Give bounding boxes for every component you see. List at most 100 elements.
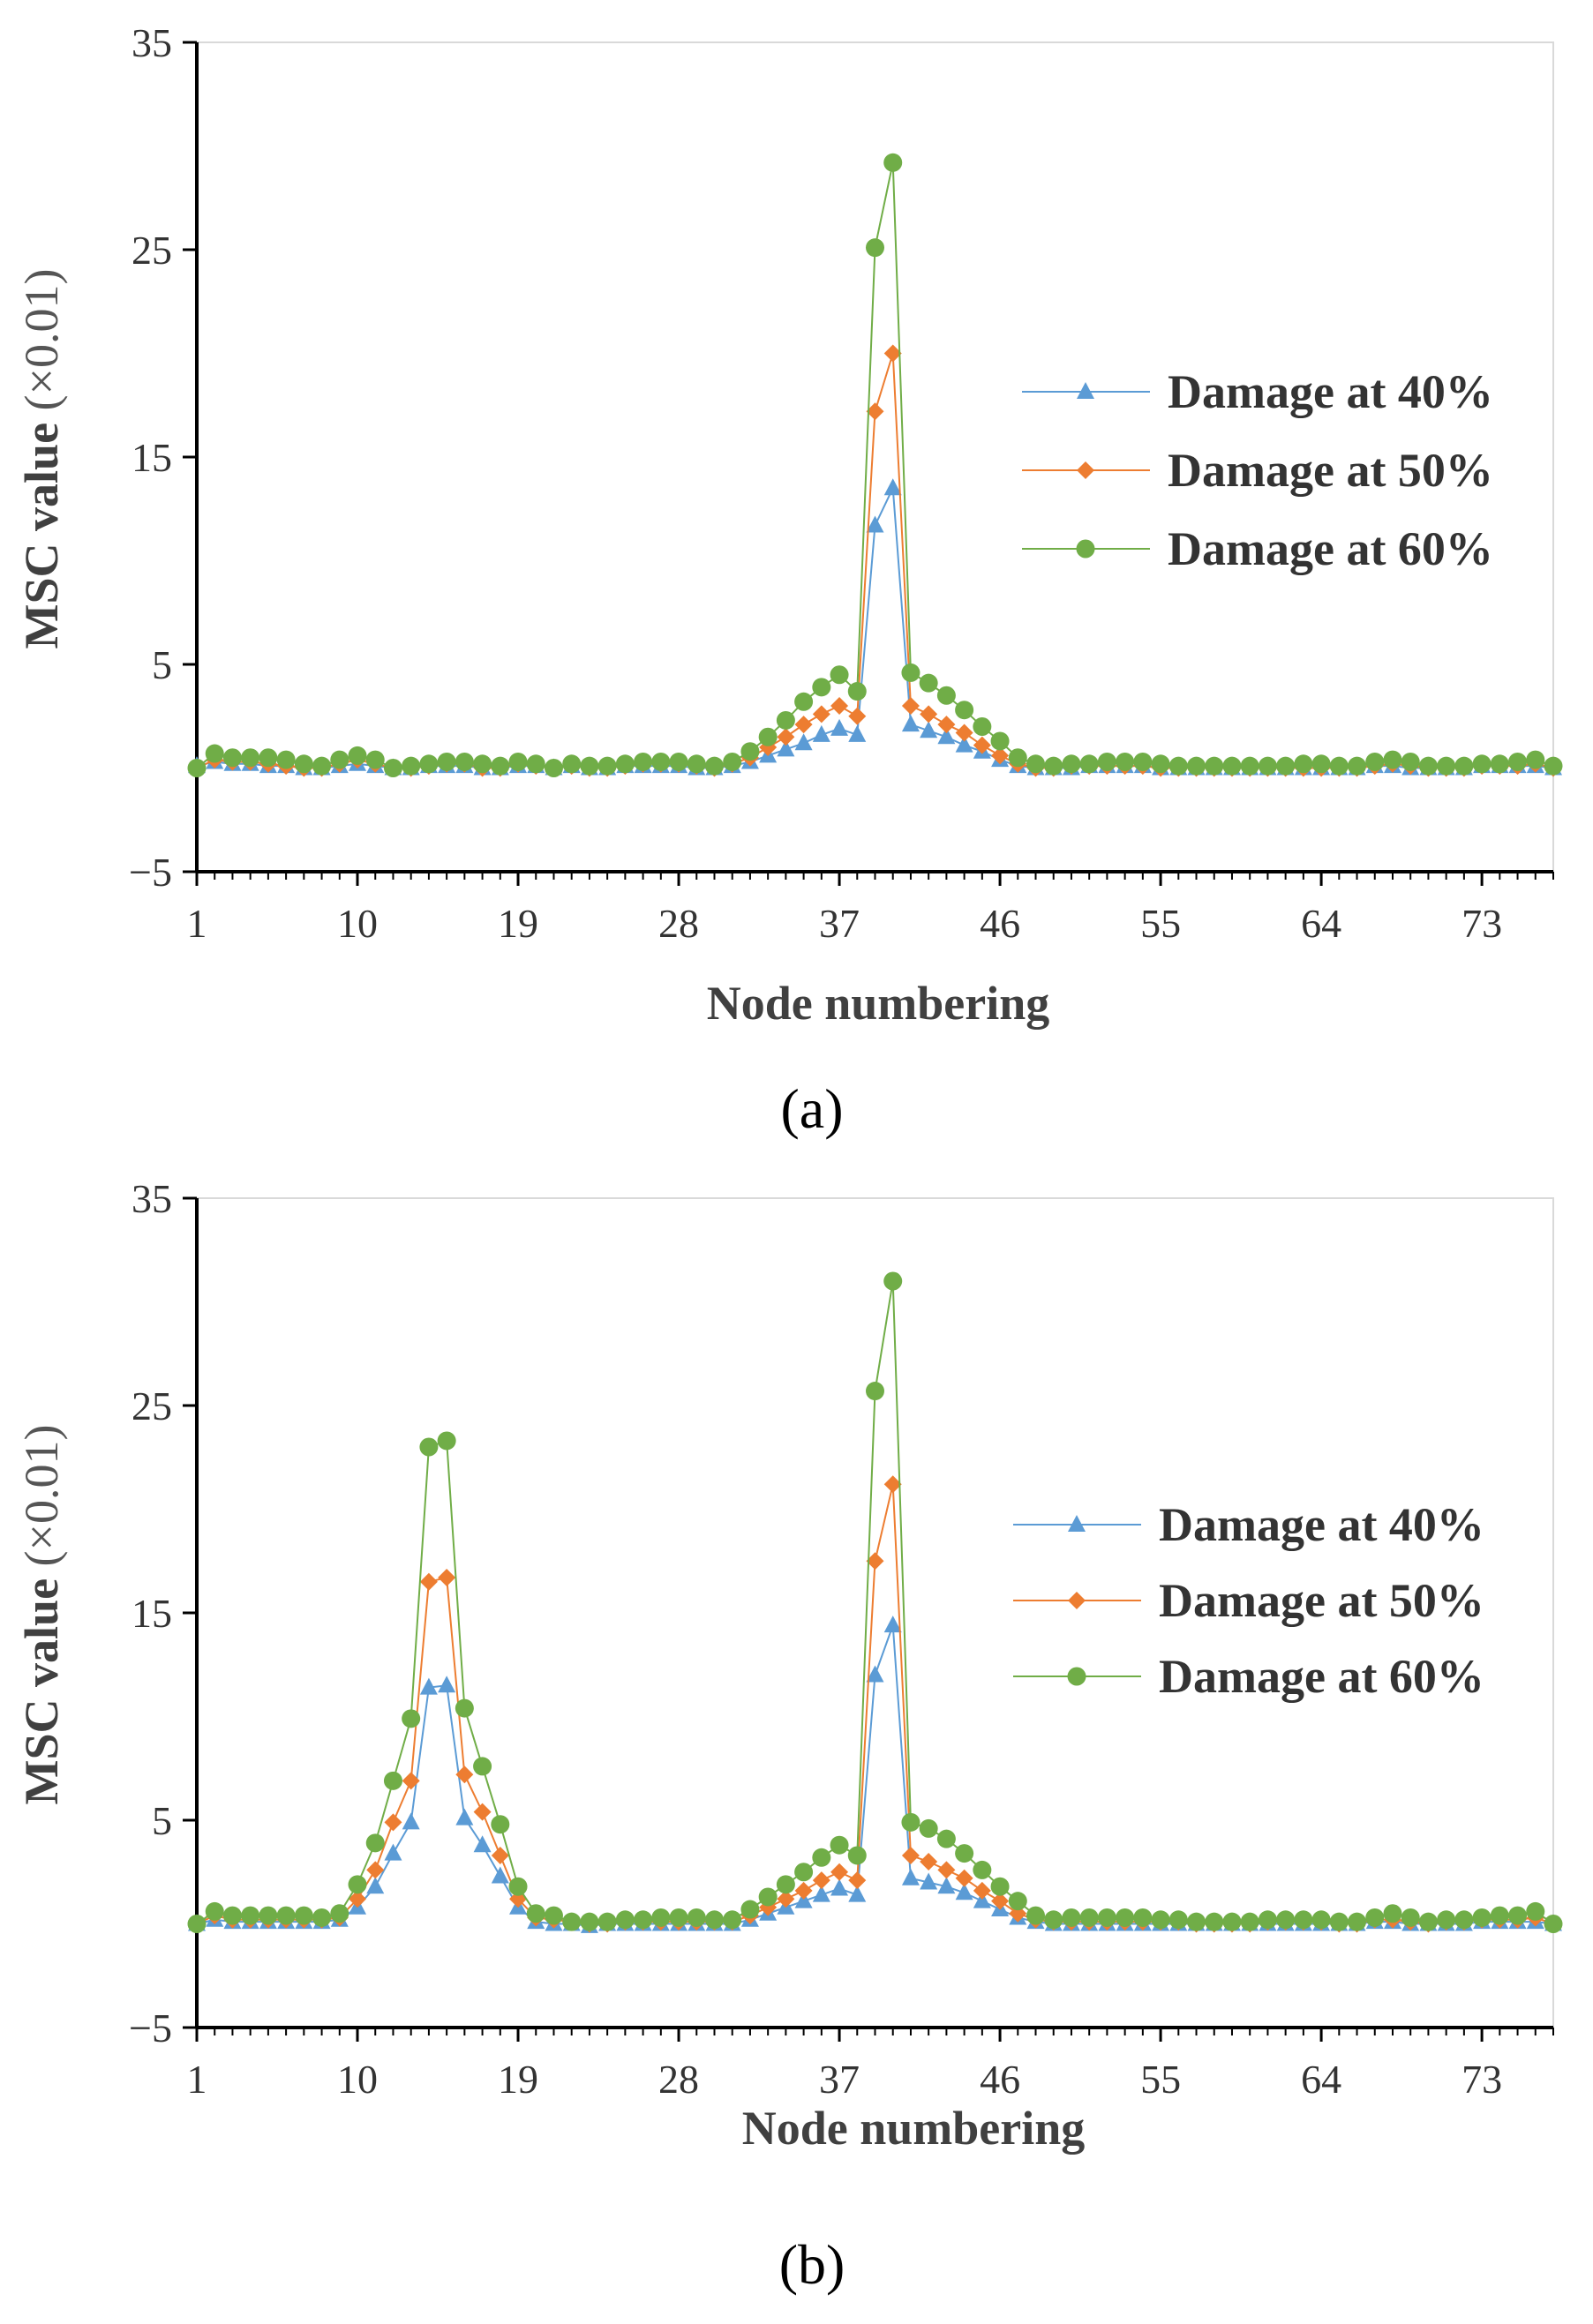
data-point xyxy=(383,1771,402,1790)
data-point xyxy=(580,1912,599,1931)
data-point xyxy=(920,1872,938,1890)
data-point xyxy=(366,1877,385,1894)
data-point xyxy=(1008,748,1027,768)
data-point xyxy=(1133,1908,1153,1927)
data-point xyxy=(276,750,296,769)
data-point xyxy=(222,1906,242,1925)
data-point xyxy=(1079,1908,1099,1927)
data-point xyxy=(830,718,849,736)
data-point xyxy=(312,1908,332,1927)
data-point xyxy=(1079,754,1099,774)
data-point xyxy=(777,1890,795,1908)
data-point xyxy=(634,752,653,771)
data-point xyxy=(1401,1908,1420,1927)
data-point xyxy=(830,1863,849,1881)
data-point xyxy=(383,759,402,777)
data-point xyxy=(794,733,813,751)
data-point xyxy=(651,1908,671,1927)
data-point xyxy=(259,1906,278,1925)
data-point xyxy=(384,1843,402,1861)
data-point xyxy=(1205,756,1224,776)
data-point xyxy=(294,1906,313,1925)
x-tick-label: 73 xyxy=(1462,901,1502,946)
data-point xyxy=(704,1910,724,1930)
data-point xyxy=(438,1569,456,1587)
data-point xyxy=(1151,1910,1170,1930)
data-point xyxy=(723,1910,742,1930)
y-tick-label: 35 xyxy=(131,1176,172,1221)
data-point xyxy=(473,1803,492,1821)
chart-a-svg: 35 25 15 5 −5 1 10 19 28 37 46 55 64 73 Node numbering… xyxy=(15,20,1563,1140)
data-point xyxy=(455,1698,474,1718)
data-point xyxy=(1348,1912,1367,1931)
data-point xyxy=(848,724,867,742)
data-point xyxy=(384,1813,402,1832)
x-tick-label: 55 xyxy=(1140,901,1181,946)
data-point xyxy=(776,710,795,730)
data-point xyxy=(866,1382,884,1401)
y-axis-label: MSC value (×0.01) xyxy=(15,1425,68,1805)
data-point xyxy=(919,1818,938,1838)
x-tick-label: 73 xyxy=(1462,2057,1502,2102)
data-point xyxy=(205,1901,224,1921)
data-point xyxy=(348,746,367,765)
data-point xyxy=(508,752,528,771)
data-point xyxy=(1222,756,1242,776)
legend-marker xyxy=(1068,1592,1086,1609)
data-point xyxy=(1526,750,1545,769)
data-point xyxy=(615,1910,635,1930)
legend-marker xyxy=(1068,1515,1086,1532)
data-point xyxy=(491,1866,509,1884)
data-point xyxy=(1258,756,1277,776)
data-point xyxy=(1365,752,1385,771)
data-point xyxy=(866,402,884,421)
data-point xyxy=(1508,752,1528,771)
data-point xyxy=(901,1868,920,1885)
data-point xyxy=(777,728,795,746)
y-tick-label: 25 xyxy=(131,1383,172,1428)
data-point xyxy=(777,739,795,757)
data-point xyxy=(187,1915,207,1933)
data-point xyxy=(937,1877,956,1894)
data-point xyxy=(562,1912,582,1931)
x-axis-label: Node numbering xyxy=(742,2102,1086,2155)
data-point xyxy=(794,716,813,734)
x-tick-label: 19 xyxy=(498,901,538,946)
data-point xyxy=(491,756,510,776)
data-point xyxy=(812,1885,830,1902)
data-point xyxy=(1472,754,1492,774)
data-point xyxy=(847,682,867,701)
data-point xyxy=(1418,1912,1438,1931)
data-point xyxy=(402,756,421,776)
data-point xyxy=(866,238,884,258)
data-point xyxy=(1168,756,1188,776)
data-point xyxy=(920,721,938,738)
data-point xyxy=(794,1863,814,1882)
x-tick-label: 28 xyxy=(658,901,699,946)
data-point xyxy=(402,1812,420,1830)
data-point xyxy=(365,1833,385,1853)
data-point xyxy=(1383,1904,1402,1923)
x-tick-label: 46 xyxy=(980,2057,1020,2102)
data-point xyxy=(955,1883,973,1900)
data-point xyxy=(526,1904,545,1923)
y-tick-label: −5 xyxy=(129,2005,172,2050)
legend-marker xyxy=(1077,461,1094,479)
data-point xyxy=(1437,1910,1456,1930)
data-point xyxy=(955,1844,974,1863)
y-tick-label: 35 xyxy=(131,20,172,65)
data-point xyxy=(1205,1912,1224,1931)
data-point xyxy=(794,692,814,711)
data-point xyxy=(687,754,706,774)
y-tick-label: 15 xyxy=(131,435,172,480)
data-point xyxy=(1187,1912,1206,1931)
legend-label: Damage at 60% xyxy=(1159,1650,1484,1703)
data-point xyxy=(758,727,778,746)
data-point xyxy=(848,1871,867,1890)
legend-marker xyxy=(1076,539,1095,559)
data-point xyxy=(1437,756,1456,776)
data-point xyxy=(830,1878,849,1896)
data-point xyxy=(704,756,724,776)
data-point xyxy=(419,1677,438,1695)
data-point xyxy=(919,673,938,693)
